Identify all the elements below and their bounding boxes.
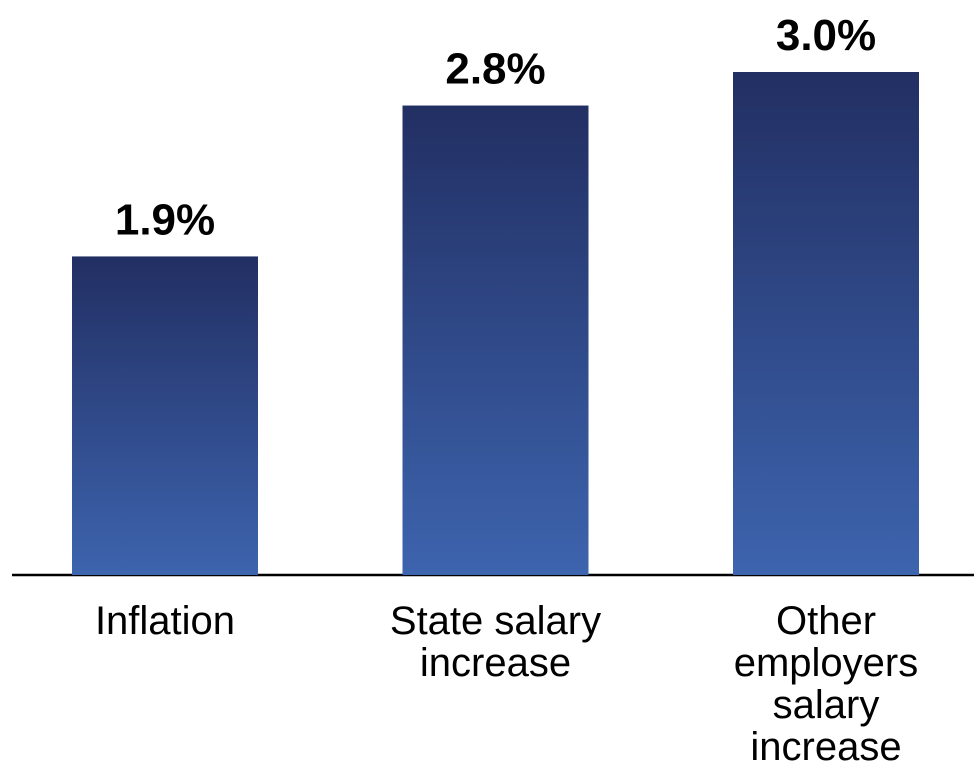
bar <box>72 256 258 575</box>
bar <box>733 72 919 575</box>
x-tick-label: State salary increase <box>389 599 602 685</box>
bar <box>402 105 589 576</box>
x-tick-label: Inflation <box>94 599 236 643</box>
x-tick-label: Other employers salary increase <box>733 599 919 763</box>
value-label: 2.8% <box>445 45 545 94</box>
value-label: 3.0% <box>776 11 876 60</box>
value-label: 1.9% <box>115 195 215 244</box>
